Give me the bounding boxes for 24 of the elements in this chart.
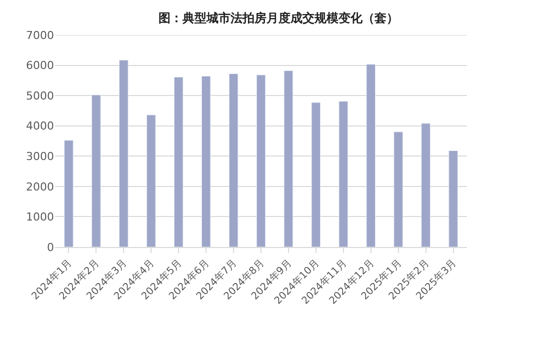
y-tick-label: 4000 [26,120,54,133]
bar [394,132,403,247]
bar [228,74,238,247]
y-tick-label: 6000 [26,59,54,72]
bar [338,101,348,247]
bar [421,123,430,247]
y-tick-label: 5000 [26,89,54,102]
bar [448,150,458,247]
bar [174,76,184,247]
y-tick-label: 3000 [26,150,54,163]
bar [64,140,74,247]
y-tick-label: 1000 [26,210,54,224]
chart-title: 图：典型城市法拍房月度成交规模变化（套） [158,10,398,25]
bar [119,60,128,247]
bar [311,102,321,247]
bar [284,70,294,247]
bar [256,74,266,247]
y-tick-label: 2000 [26,180,54,194]
y-tick-label: 0 [47,240,54,254]
bar [92,94,101,247]
bar [201,76,211,247]
y-tick-label: 7000 [26,28,54,42]
bar [366,64,376,247]
bar [146,114,156,247]
